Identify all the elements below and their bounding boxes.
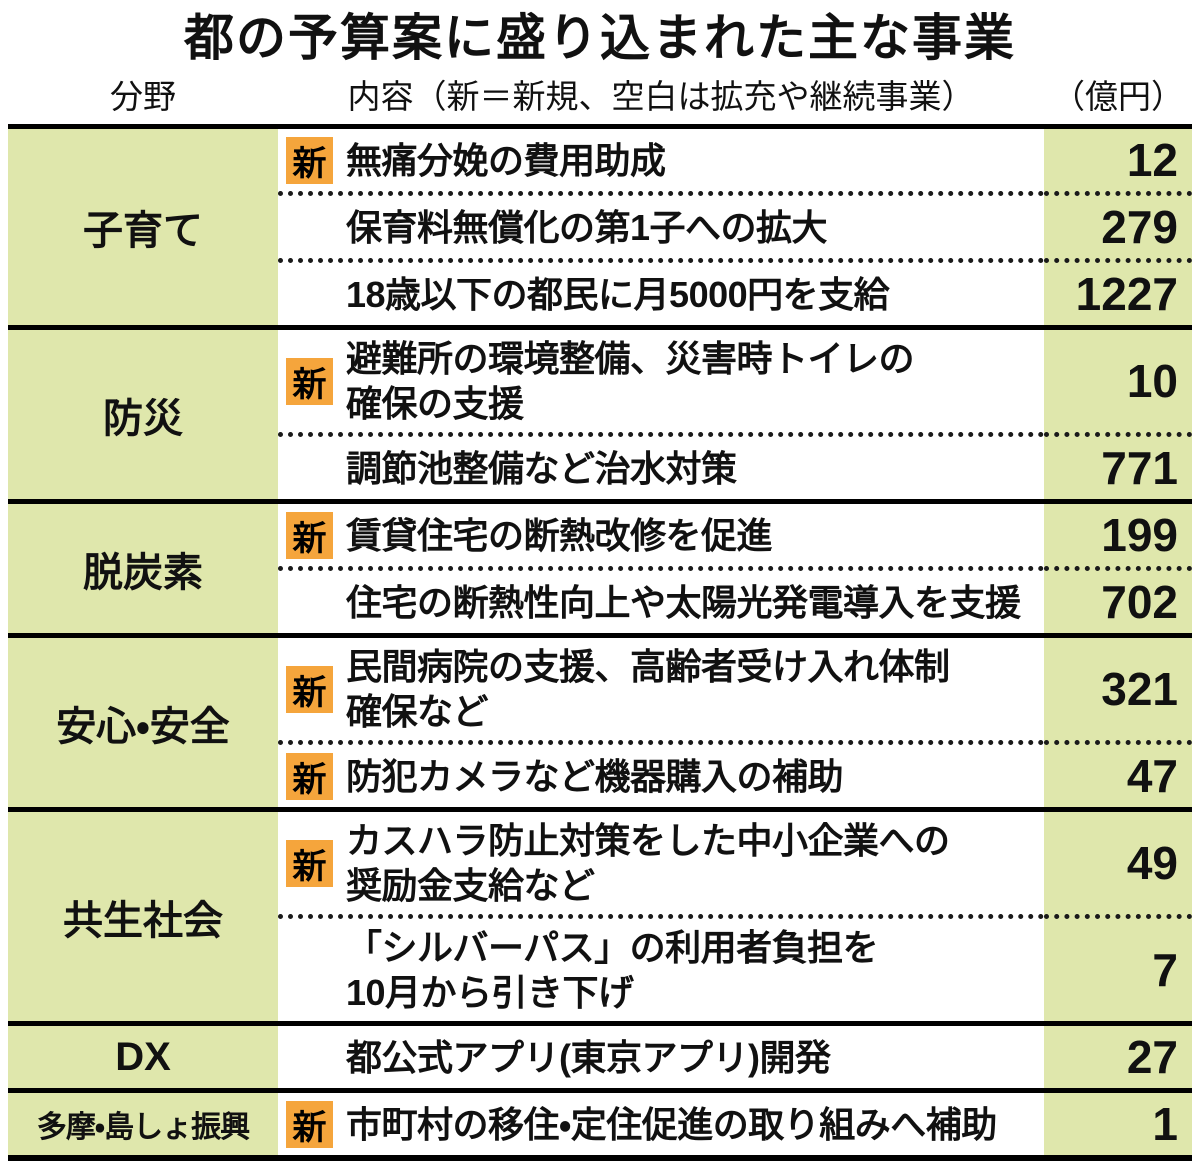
new-badge: 新	[286, 665, 333, 713]
row-content-text: 都公式アプリ(東京アプリ)開発	[346, 1036, 831, 1078]
table-row-content: 18歳以下の都民に月5000円を支給	[278, 258, 1044, 325]
row-content-text: 調節池整備など治水対策	[346, 447, 737, 489]
category-label: 子育て	[8, 129, 278, 325]
table-row-content: 新 カスハラ防止対策をした中小企業への 奨励金支給など	[278, 812, 1044, 914]
row-amount: 321	[1044, 638, 1192, 740]
row-content-text: 18歳以下の都民に月5000円を支給	[346, 273, 890, 315]
row-amount: 1	[1044, 1093, 1192, 1155]
category-label: 防災	[8, 330, 278, 499]
section-datsutanso: 脱炭素 新 賃貸住宅の断熱改修を促進 199 住宅の断熱性向上や太陽光発電導入を…	[8, 499, 1192, 633]
category-label: DX	[8, 1026, 278, 1088]
row-amount: 49	[1044, 812, 1192, 914]
table-header: 分野 内容（新＝新規、空白は拡充や継続事業） （億円）	[8, 70, 1192, 124]
section-bousai: 防災 新 避難所の環境整備、災害時トイレの 確保の支援 10 調節池整備など治水…	[8, 325, 1192, 499]
category-label: 多摩・島しょ振興	[8, 1093, 278, 1155]
row-amount: 702	[1044, 566, 1192, 633]
row-content-text: 住宅の断熱性向上や太陽光発電導入を支援	[346, 581, 1021, 623]
table-row-content: 調節池整備など治水対策	[278, 432, 1044, 499]
section-anshin-anzen: 安心・安全 新 民間病院の支援、高齢者受け入れ体制 確保など 321 新 防犯カ…	[8, 633, 1192, 807]
row-content-text: 民間病院の支援、高齢者受け入れ体制 確保など	[346, 646, 950, 732]
new-badge: 新	[286, 1100, 333, 1148]
table-row-content: 住宅の断熱性向上や太陽光発電導入を支援	[278, 566, 1044, 633]
table-row-content: 都公式アプリ(東京アプリ)開発	[278, 1026, 1044, 1088]
page-title: 都の予算案に盛り込まれた主な事業	[184, 10, 1016, 66]
row-amount: 771	[1044, 432, 1192, 499]
row-content-text: 市町村の移住・定住促進の取り組みへ補助	[346, 1103, 997, 1145]
table-row-content: 「シルバーパス」の利用者負担を 10月から引き下げ	[278, 914, 1044, 1021]
row-amount: 10	[1044, 330, 1192, 432]
row-content-text: 無痛分娩の費用助成	[346, 139, 666, 181]
row-amount: 12	[1044, 129, 1192, 191]
row-content-text: 防犯カメラなど機器購入の補助	[346, 755, 844, 797]
header-content-label: 内容（新＝新規、空白は拡充や継続事業）	[347, 78, 975, 115]
new-badge: 新	[286, 357, 333, 405]
header-amount-label: （億円）	[1052, 78, 1184, 115]
table-row-content: 新 市町村の移住・定住促進の取り組みへ補助	[278, 1093, 1044, 1155]
table-row-content: 新 無痛分娩の費用助成	[278, 129, 1044, 191]
section-kosodate: 子育て 新 無痛分娩の費用助成 12 保育料無償化の第1子への拡大 279 18…	[8, 124, 1192, 325]
row-amount: 1227	[1044, 258, 1192, 325]
table-row-content: 新 避難所の環境整備、災害時トイレの 確保の支援	[278, 330, 1044, 432]
row-amount: 199	[1044, 504, 1192, 566]
table-row-content: 新 防犯カメラなど機器購入の補助	[278, 740, 1044, 807]
category-label: 共生社会	[8, 812, 278, 1021]
new-badge: 新	[286, 511, 333, 559]
row-content-text: 避難所の環境整備、災害時トイレの 確保の支援	[346, 338, 915, 424]
row-amount: 279	[1044, 191, 1192, 258]
budget-table: 子育て 新 無痛分娩の費用助成 12 保育料無償化の第1子への拡大 279 18…	[8, 124, 1192, 1161]
row-content-text: 保育料無償化の第1子への拡大	[346, 206, 828, 248]
row-amount: 27	[1044, 1026, 1192, 1088]
row-content-text: 「シルバーパス」の利用者負担を 10月から引き下げ	[346, 927, 879, 1013]
new-badge: 新	[286, 752, 333, 800]
row-content-text: カスハラ防止対策をした中小企業への 奨励金支給など	[346, 820, 950, 906]
category-label: 脱炭素	[8, 504, 278, 633]
infographic-page: 都の予算案に盛り込まれた主な事業 分野 内容（新＝新規、空白は拡充や継続事業） …	[8, 10, 1192, 1161]
table-row-content: 新 民間病院の支援、高齢者受け入れ体制 確保など	[278, 638, 1044, 740]
new-badge: 新	[286, 839, 333, 887]
row-amount: 47	[1044, 740, 1192, 807]
header-field-label: 分野	[110, 78, 176, 115]
new-badge: 新	[286, 136, 333, 184]
row-content-text: 賃貸住宅の断熱改修を促進	[346, 514, 773, 556]
section-tama-tousho: 多摩・島しょ振興 新 市町村の移住・定住促進の取り組みへ補助 1	[8, 1088, 1192, 1155]
table-row-content: 新 賃貸住宅の断熱改修を促進	[278, 504, 1044, 566]
category-label: 安心・安全	[8, 638, 278, 807]
section-kyousei-shakai: 共生社会 新 カスハラ防止対策をした中小企業への 奨励金支給など 49 「シルバ…	[8, 807, 1192, 1021]
row-amount: 7	[1044, 914, 1192, 1021]
section-dx: DX 都公式アプリ(東京アプリ)開発 27	[8, 1021, 1192, 1088]
table-row-content: 保育料無償化の第1子への拡大	[278, 191, 1044, 258]
